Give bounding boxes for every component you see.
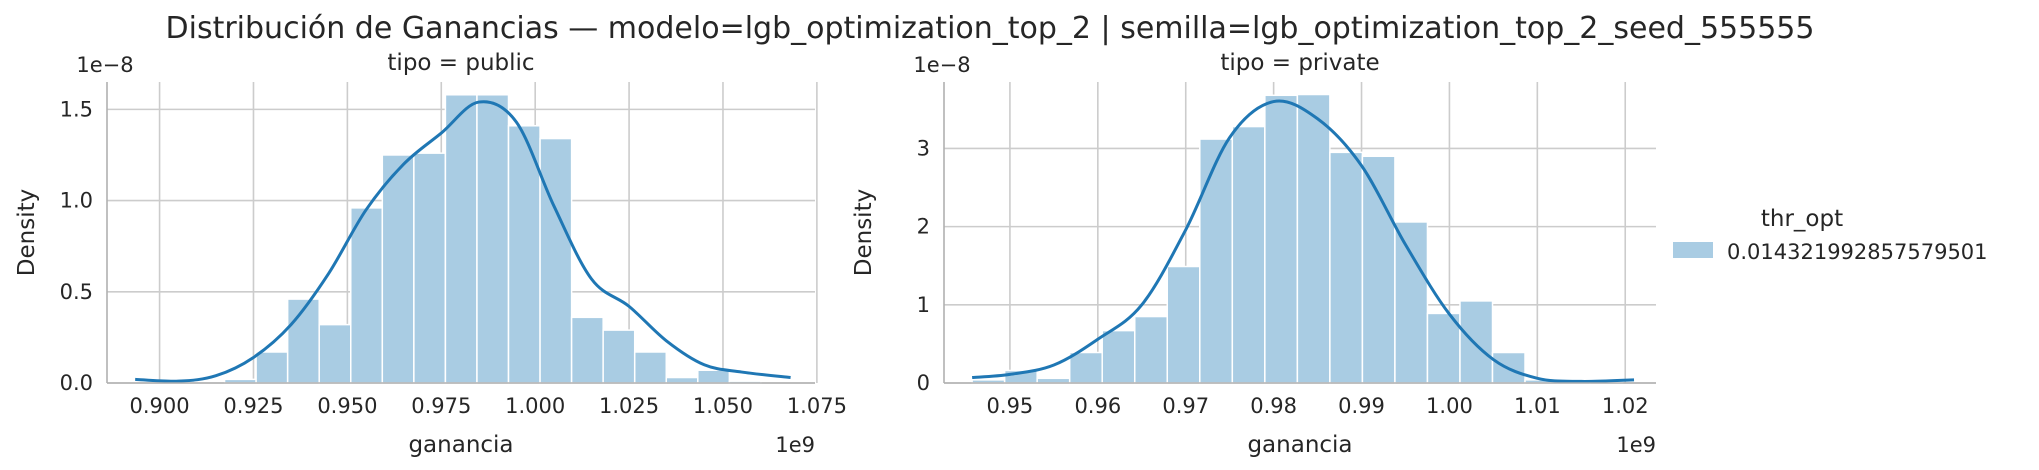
y-tick-label: 0 [917,371,930,395]
x-tick-label: 1.050 [693,394,753,418]
y-tick-label: 2 [917,215,930,239]
x-axis-label: ganancia [408,432,513,458]
histogram-bar [381,154,415,384]
x-tick-label: 1.02 [1602,394,1649,418]
x-tick-label: 1.00 [1426,394,1473,418]
histogram-bar [318,323,352,384]
histogram-bar [665,376,699,384]
histogram-bar [1068,351,1103,384]
x-tick-label: 0.98 [1250,394,1297,418]
kde-line [972,99,1635,383]
histogram-bar [633,351,668,384]
histogram-bar [697,369,731,384]
x-tick-label: 0.95 [987,394,1034,418]
x-tick-label: 0.900 [130,394,190,418]
x-tick-label: 0.950 [317,394,377,418]
histogram-bar [1329,151,1364,384]
histogram-bar [1101,329,1136,384]
y-tick-label: 1.0 [60,189,93,213]
x-tick-label: 1.075 [787,394,847,418]
y-offset-label: 1e−8 [913,53,970,77]
legend-entry: 0.014321992857579501 [1727,240,1988,264]
histogram-bar [1296,93,1331,384]
histogram-bar [1361,155,1396,384]
y-tick-label: 1.5 [60,97,93,121]
y-axis-label: Density [851,189,877,276]
histogram-bar [255,351,289,384]
figure-title: Distribución de Ganancias — modelo=lgb_o… [166,11,1815,46]
y-tick-label: 1 [917,293,930,317]
histogram-bar [1133,315,1169,384]
subplot-title: tipo = public [387,50,534,76]
legend-swatch [1673,242,1713,258]
subplot-title: tipo = private [1220,50,1379,76]
histogram-bar [476,94,510,384]
x-tick-label: 0.96 [1074,394,1121,418]
y-tick-label: 3 [917,136,930,160]
y-axis-label: Density [14,189,40,276]
x-offset-label: 1e9 [775,433,815,457]
histogram-bar [1199,138,1234,384]
histogram-bar [350,207,384,384]
x-tick-label: 1.000 [505,394,565,418]
subplot-public: 0.900 0.925 0.950 0.975 1.000 1.025 1.050 1.075… [14,50,847,458]
histogram-bar [1459,300,1494,384]
x-axis-label: ganancia [1247,432,1352,458]
subplot-private: 0.95 0.96 0.97 0.98 0.99 1.00 1.01 1.02 0 1 2 3 1e−8… [851,50,1656,458]
x-tick-label: 1.01 [1514,394,1561,418]
legend: thr_opt 0.014321992857579501 [1673,206,1988,264]
y-tick-label: 0.5 [60,280,93,304]
histogram-bar [1264,94,1299,384]
x-tick-label: 0.975 [411,394,471,418]
histogram-bar [1426,312,1461,384]
x-tick-label: 0.99 [1338,394,1385,418]
x-tick-label: 0.925 [223,394,283,418]
y-offset-label: 1e−8 [76,53,133,77]
y-tick-label: 0.0 [60,371,93,395]
histogram-bar [286,298,320,384]
histogram-bar [570,316,604,384]
x-offset-label: 1e9 [1616,433,1656,457]
histogram-bar [1231,125,1266,384]
histogram-bar [1394,221,1429,384]
legend-title: thr_opt [1761,206,1843,232]
histogram-bar [1166,265,1201,384]
x-tick-label: 0.97 [1162,394,1209,418]
histogram-bar [444,94,478,384]
histogram-bar [539,137,573,384]
x-tick-label: 1.025 [599,394,659,418]
histogram-bar [413,152,447,384]
histogram-bar [602,329,636,384]
kde-line [135,100,791,383]
